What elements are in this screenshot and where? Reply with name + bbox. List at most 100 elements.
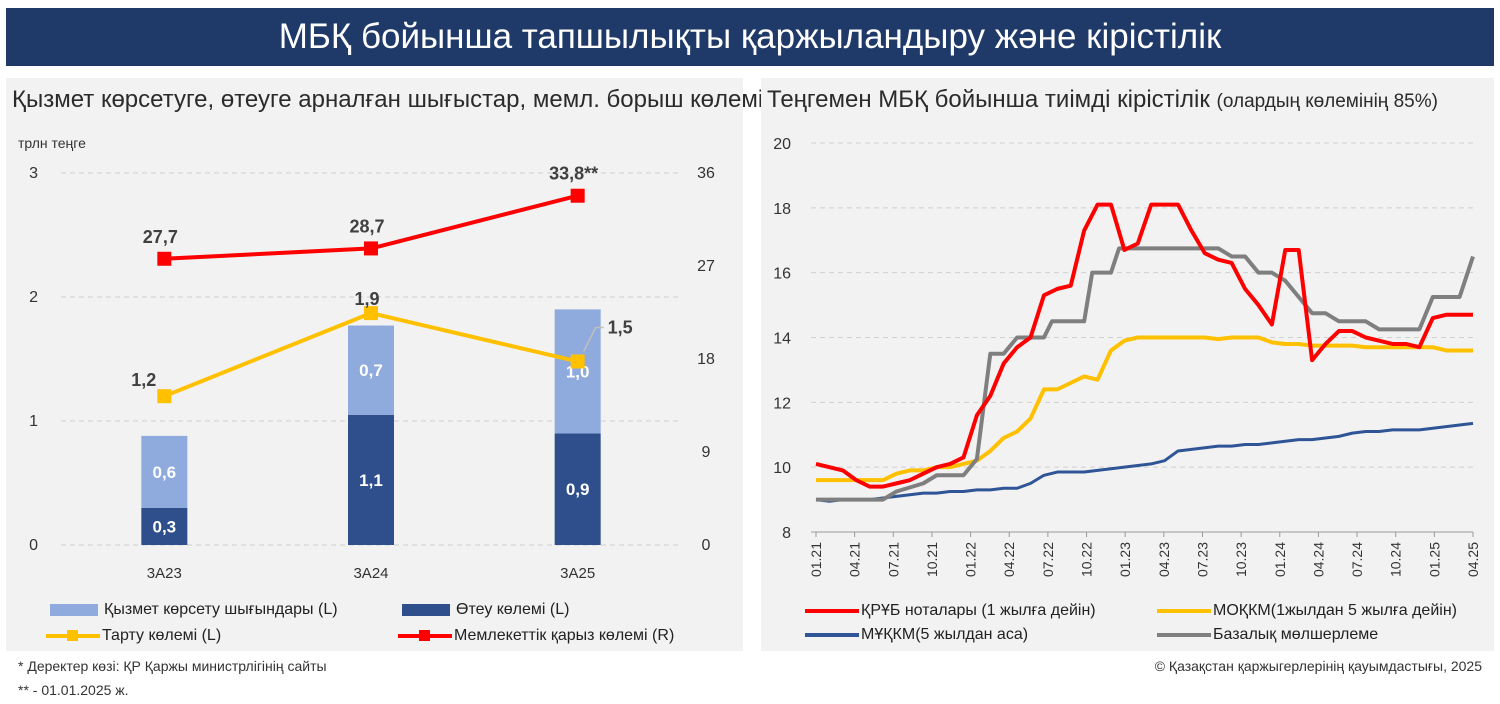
- legend-swatch-state-debt: [398, 629, 452, 643]
- y-left-tick-label: 0: [29, 537, 38, 554]
- leader-line: [582, 326, 604, 352]
- y-right-tick-label: 0: [702, 537, 711, 554]
- bar-repayment: [554, 433, 601, 545]
- x-tick-label: 10.21: [924, 542, 940, 577]
- series-line-long-term: [815, 421, 1474, 503]
- x-tick-label: 10.22: [1079, 542, 1095, 577]
- y-left-tick-label: 3: [29, 165, 38, 182]
- debt-chart-title: Қызмет көрсетуге, өтеуге арналған шығыст…: [12, 86, 764, 113]
- source-note: * Деректер көзі: ҚР Қаржы министрлігінің…: [18, 658, 327, 674]
- x-tick-label: 07.22: [1040, 542, 1056, 577]
- x-tick-label: 3A24: [353, 565, 388, 582]
- x-tick-label: 01.25: [1426, 542, 1442, 577]
- bar-service: [141, 435, 188, 508]
- marker-borrowing: [157, 389, 172, 404]
- series-line-mid-term: [816, 335, 1473, 483]
- bar-repayment: [141, 507, 188, 545]
- x-tick-label: 3A25: [560, 565, 595, 582]
- x-tick-label: 01.22: [963, 542, 979, 577]
- legend-label-repayment: Өтеу көлемі (L): [456, 601, 570, 618]
- y-left-tick-label: 2: [29, 289, 38, 306]
- bar-label-repayment: 1,1: [359, 471, 383, 490]
- y-right-tick-label: 9: [702, 444, 711, 461]
- page-title: МБҚ бойынша тапшылықты қаржыландыру және…: [6, 8, 1494, 66]
- legend-item-repayment: Өтеу көлемі (L): [402, 601, 569, 619]
- legend-item-state-debt: Мемлекеттік қарыз көлемі (R): [398, 627, 674, 645]
- debt-chart-panel: Қызмет көрсетуге, өтеуге арналған шығыст…: [6, 78, 763, 651]
- legend-swatch-long-term: [805, 628, 859, 642]
- legend-swatch-repayment: [402, 604, 450, 616]
- y-tick-label: 18: [773, 201, 791, 218]
- bar-service: [554, 309, 601, 434]
- legend-swatch-mid-term: [1157, 604, 1211, 618]
- y-tick-label: 14: [773, 331, 791, 348]
- x-tick-label: 01.24: [1272, 542, 1288, 577]
- bar-label-service: 0,7: [359, 361, 383, 380]
- debt-chart-unit: трлн теңге: [18, 135, 86, 151]
- x-tick-label: 07.23: [1194, 542, 1210, 577]
- y-tick-label: 8: [782, 525, 791, 542]
- legend-label-state-debt: Мемлекеттік қарыз көлемі (R): [454, 627, 675, 644]
- date-note: ** - 01.01.2025 ж.: [18, 682, 129, 698]
- legend-item-base-rate: Базалық мөлшерлеме: [1157, 626, 1378, 644]
- legend-item-mid-term: МОҚКМ(1жылдан 5 жылға дейін): [1157, 602, 1457, 620]
- legend-item-long-term: МҰҚКМ(5 жылдан аса): [805, 626, 1028, 644]
- y-tick-label: 16: [773, 266, 791, 283]
- legend-label-borrowing: Тарту көлемі (L): [102, 627, 222, 644]
- y-tick-label: 20: [773, 136, 791, 153]
- y-right-tick-label: 18: [697, 351, 715, 368]
- bar-label-repayment: 0,9: [566, 480, 590, 499]
- x-tick-label: 01.21: [808, 542, 824, 577]
- bar-label-repayment: 0,3: [153, 517, 177, 536]
- marker-state-debt: [157, 251, 172, 266]
- yield-chart-svg: 8 10 12 14 16 18 20 01.21 04.21 07.21 10.21 01.22 04…: [773, 136, 1481, 577]
- marker-borrowing: [570, 354, 585, 369]
- debt-chart-svg: 0 1 2 3 0 9 18 27 36 3A23 3A24 3A25 0,3 0,6 1,1 0,7 0,9 1…: [29, 164, 715, 582]
- legend-label-long-term: МҰҚКМ(5 жылдан аса): [861, 626, 1029, 643]
- legend-label-notes: ҚРҰБ ноталары (1 жылға дейін): [861, 602, 1096, 619]
- data-label-state-debt: 33,8**: [549, 164, 598, 184]
- data-label-borrowing: 1,9: [354, 289, 379, 309]
- legend-item-service: Қызмет көрсету шығындары (L): [50, 601, 338, 619]
- x-tick-label: 07.24: [1349, 542, 1365, 577]
- legend-item-borrowing: Тарту көлемі (L): [46, 627, 221, 645]
- bar-repayment: [348, 414, 394, 545]
- legend-label-base-rate: Базалық мөлшерлеме: [1213, 626, 1379, 643]
- legend-swatch-service: [50, 604, 98, 616]
- series-line-notes: [815, 202, 1473, 489]
- x-tick-label: 04.23: [1156, 542, 1172, 577]
- x-tick-label: 04.24: [1310, 542, 1326, 577]
- x-tick-label: 10.24: [1388, 542, 1404, 577]
- bar-label-service: 0,6: [153, 463, 177, 482]
- yield-chart-title: Теңгемен МБҚ бойынша тиімді кірістілік (…: [767, 86, 1438, 114]
- marker-state-debt: [364, 241, 378, 256]
- legend-swatch-borrowing: [46, 629, 100, 643]
- yield-chart-title-note: (олардың көлемінің 85%): [1216, 91, 1438, 112]
- x-tick-label: 01.23: [1117, 542, 1133, 577]
- y-right-tick-label: 27: [697, 258, 715, 275]
- x-tick-label: 04.21: [847, 542, 863, 577]
- data-label-borrowing: 1,5: [608, 317, 633, 337]
- x-tick-label: 04.25: [1465, 542, 1481, 577]
- legend-item-notes: ҚРҰБ ноталары (1 жылға дейін): [805, 602, 1096, 620]
- legend-swatch-notes: [805, 604, 859, 618]
- data-label-borrowing: 1,2: [131, 370, 156, 390]
- y-left-tick-label: 1: [29, 413, 38, 430]
- marker-borrowing: [364, 306, 378, 321]
- copyright: © Қазақстан қаржыгерлерінің қауымдастығы…: [1154, 658, 1482, 674]
- series-line-base-rate: [816, 246, 1475, 502]
- legend-label-service: Қызмет көрсету шығындары (L): [104, 601, 338, 618]
- bar-service: [348, 325, 394, 415]
- data-label-state-debt: 27,7: [143, 227, 178, 247]
- x-tick-label: 07.21: [885, 542, 901, 577]
- legend-swatch-base-rate: [1157, 628, 1211, 642]
- yield-chart-panel: Теңгемен МБҚ бойынша тиімді кірістілік (…: [761, 78, 1494, 651]
- x-tick-label: 10.23: [1233, 542, 1249, 577]
- marker-state-debt: [570, 188, 585, 203]
- y-tick-label: 10: [773, 460, 791, 477]
- y-right-tick-label: 36: [697, 165, 715, 182]
- yield-chart-title-main: Теңгемен МБҚ бойынша тиімді кірістілік: [767, 86, 1210, 113]
- y-tick-label: 12: [773, 395, 791, 412]
- data-label-state-debt: 28,7: [349, 216, 384, 236]
- legend-label-mid-term: МОҚКМ(1жылдан 5 жылға дейін): [1213, 602, 1457, 619]
